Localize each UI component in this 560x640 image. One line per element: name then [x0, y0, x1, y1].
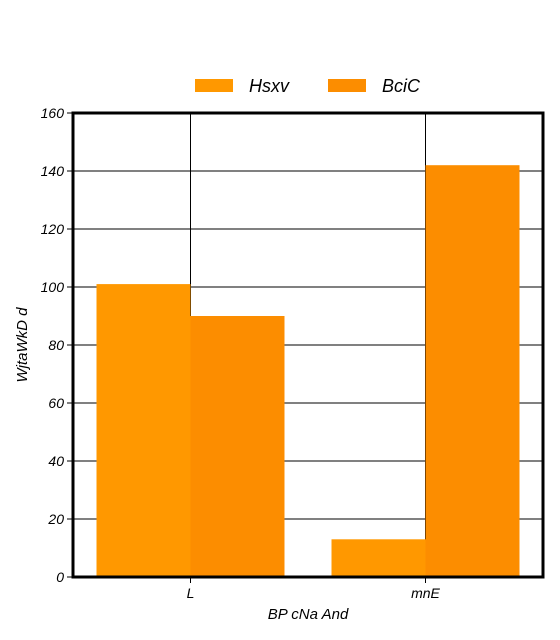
- bar-Hsxv-L: [96, 284, 191, 577]
- x-tick-label: mnE: [411, 585, 440, 601]
- y-tick-label: 60: [48, 395, 64, 411]
- y-tick-label: 0: [56, 569, 64, 585]
- bar-BciC-L: [190, 316, 285, 577]
- legend-swatch-BciC: [328, 79, 366, 92]
- y-tick-label: 100: [41, 279, 65, 295]
- plot-area-frame: [71, 111, 545, 579]
- y-tick-label: 40: [48, 453, 64, 469]
- y-tick-label: 120: [41, 221, 65, 237]
- legend-label-Hsxv: Hsxv: [249, 76, 290, 96]
- y-axis-title: WjtaWkD d: [14, 307, 31, 383]
- y-axis-ticks: 0 20 40 60 80 100 120 140 160: [41, 105, 73, 585]
- y-tick-label: 20: [47, 511, 64, 527]
- legend: Hsxv BciC: [195, 76, 421, 96]
- x-axis-title: BP cNa And: [268, 606, 349, 623]
- bar-BciC-mnE: [425, 165, 520, 577]
- y-tick-label: 160: [41, 105, 65, 121]
- legend-swatch-Hsxv: [195, 79, 233, 92]
- y-tick-label: 80: [48, 337, 64, 353]
- bars: [96, 165, 520, 577]
- legend-label-BciC: BciC: [382, 76, 421, 96]
- bar-Hsxv-mnE: [331, 539, 426, 577]
- y-tick-label: 140: [41, 163, 65, 179]
- x-tick-label: L: [187, 585, 195, 601]
